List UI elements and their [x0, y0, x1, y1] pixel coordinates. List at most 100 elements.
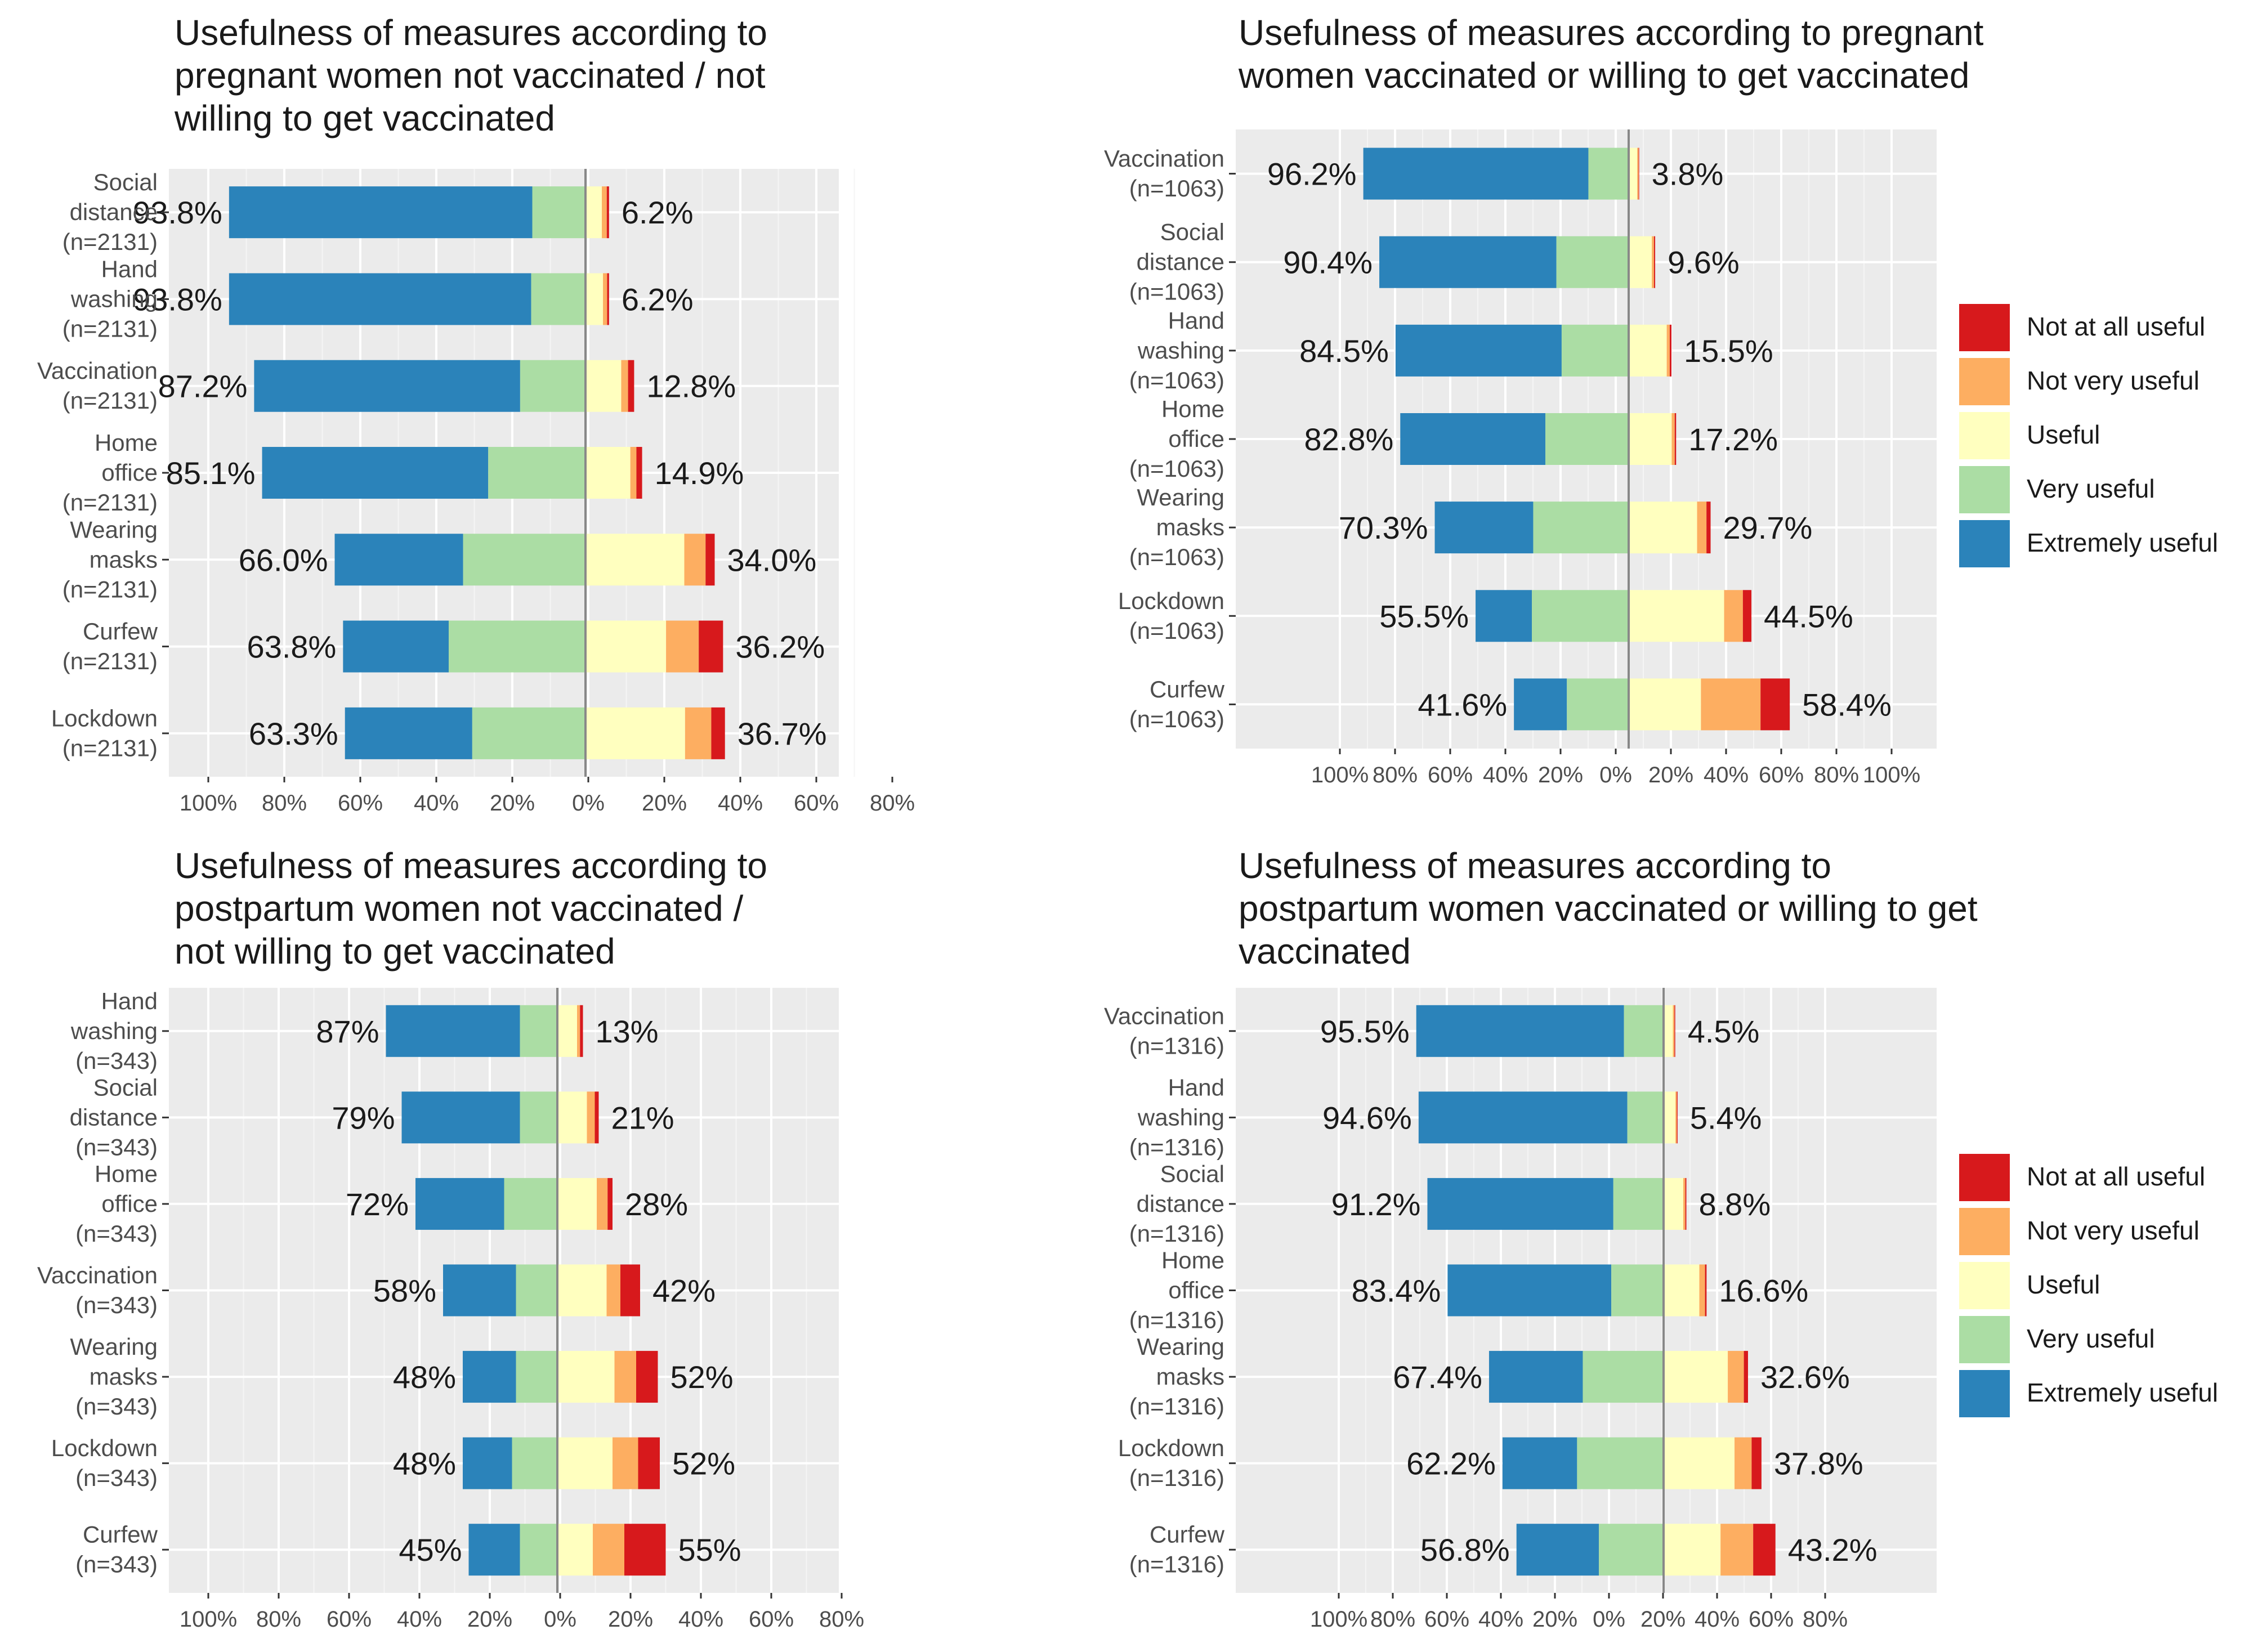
category-label: distance [1137, 1190, 1224, 1217]
bar-segment-not-at-all-useful [1705, 1264, 1707, 1317]
category-label: Hand [101, 256, 158, 282]
legend-swatch-not-very-useful [1959, 358, 2010, 405]
right-percentage-label: 34.0% [727, 542, 817, 577]
x-tick-label: 40% [1695, 1607, 1740, 1632]
legend-swatch-very-useful [1959, 1316, 2010, 1363]
bar-segment-useful [557, 1091, 587, 1144]
bar-segment-very-useful [1613, 1178, 1664, 1230]
bar-segment-extremely-useful [1416, 1005, 1624, 1057]
bar-segment-extremely-useful [1395, 324, 1562, 377]
bar-segment-very-useful [472, 707, 585, 759]
category-label: Vaccination [37, 1262, 158, 1288]
legend-label: Not very useful [2027, 1216, 2200, 1245]
bar-segment-not-at-all-useful [606, 186, 609, 239]
category-label: Home [95, 1161, 158, 1187]
category-label: (n=2131) [62, 648, 158, 674]
bar-segment-very-useful [449, 620, 585, 673]
left-percentage-label: 63.8% [247, 629, 337, 665]
bar-segment-not-very-useful [603, 273, 607, 325]
category-label: Wearing [1137, 484, 1224, 511]
category-label: distance [70, 199, 158, 225]
bar-segment-very-useful [520, 1091, 557, 1144]
bar-segment-extremely-useful [415, 1178, 504, 1230]
category-label: (n=343) [75, 1134, 158, 1160]
category-label: Lockdown [51, 705, 158, 731]
bar-segment-useful [1664, 1524, 1721, 1576]
right-percentage-label: 5.4% [1690, 1100, 1762, 1135]
right-percentage-label: 58.4% [1802, 687, 1892, 722]
x-tick-label: 40% [1704, 763, 1749, 787]
bar-segment-very-useful [516, 1351, 557, 1403]
x-tick-label: 80% [262, 791, 307, 816]
left-percentage-label: 95.5% [1320, 1014, 1410, 1049]
category-label: office [1168, 1277, 1224, 1304]
category-label: Wearing [1137, 1333, 1224, 1360]
x-tick-label: 80% [1373, 763, 1418, 787]
right-percentage-label: 16.6% [1719, 1273, 1808, 1309]
bar-segment-extremely-useful [1514, 678, 1567, 731]
bar-segment-useful [1664, 1005, 1673, 1057]
right-percentage-label: 17.2% [1688, 422, 1778, 457]
legend-2: Not at all useful Not very useful Useful Ve… [1959, 1154, 2218, 1417]
bar-segment-not-at-all-useful [607, 273, 609, 325]
legend-swatch-useful [1959, 412, 2010, 459]
category-label: Vaccination [37, 357, 158, 384]
x-tick-label: 80% [256, 1607, 301, 1632]
chart-title-line: postpartum women vaccinated or willing t… [1239, 888, 1978, 929]
chart-title-line: postpartum women not vaccinated / [175, 888, 744, 929]
category-label: Hand [1168, 1074, 1224, 1100]
x-tick-label: 40% [678, 1607, 723, 1632]
chart-panel-2: Usefulness of measures according to preg… [1104, 12, 1984, 787]
bar-segment-useful [557, 1178, 597, 1230]
legend-label: Not at all useful [2027, 1162, 2205, 1191]
bar-segment-not-at-all-useful [1751, 1437, 1762, 1489]
category-label: masks [1156, 1363, 1224, 1390]
left-percentage-label: 93.8% [133, 195, 222, 230]
category-label: (n=343) [75, 1465, 158, 1491]
bar-segment-not-at-all-useful [1670, 324, 1671, 377]
x-tick-label: 0% [1593, 1607, 1625, 1632]
bar-segment-not-very-useful [630, 447, 637, 499]
chart-title-line: women vaccinated or willing to get vacci… [1238, 55, 1969, 96]
left-percentage-label: 56.8% [1420, 1532, 1510, 1568]
x-tick-label: 60% [794, 791, 839, 816]
bar-segment-very-useful [1567, 678, 1629, 731]
legend-label: Extremely useful [2027, 1378, 2218, 1407]
category-label: distance [70, 1104, 158, 1130]
bar-segment-very-useful [531, 273, 585, 325]
bar-segment-not-very-useful [593, 1524, 624, 1576]
bar-segment-useful [585, 447, 631, 499]
x-tick-label: 40% [397, 1607, 442, 1632]
bar-segment-extremely-useful [262, 447, 489, 499]
bar-segment-not-very-useful [613, 1437, 638, 1489]
bar-segment-not-at-all-useful [1742, 590, 1752, 642]
category-label: (n=343) [75, 1393, 158, 1420]
bar-segment-not-very-useful [602, 186, 607, 239]
category-label: (n=343) [75, 1292, 158, 1318]
x-tick-label: 20% [1538, 763, 1583, 787]
bar-segment-very-useful [1532, 590, 1629, 642]
bar-segment-very-useful [1561, 324, 1629, 377]
chart-panel-4: Usefulness of measures according topostp… [1104, 845, 1978, 1632]
bar-segment-extremely-useful [345, 707, 472, 759]
bar-segment-useful [557, 1264, 607, 1317]
bar-segment-extremely-useful [1447, 1264, 1612, 1317]
bar-segment-extremely-useful [1427, 1178, 1613, 1230]
bar-segment-very-useful [532, 186, 585, 239]
bar-segment-useful [1629, 324, 1667, 377]
bar-segment-useful [557, 1351, 615, 1403]
bar-segment-extremely-useful [1379, 236, 1557, 288]
bar-segment-not-very-useful [666, 620, 699, 673]
x-tick-label: 20% [1648, 763, 1693, 787]
bar-segment-useful [1664, 1437, 1735, 1489]
bar-segment-very-useful [1599, 1524, 1664, 1576]
legend-label: Useful [2027, 420, 2100, 449]
category-label: Lockdown [1118, 1435, 1224, 1461]
category-label: (n=1316) [1129, 1551, 1224, 1578]
bar-segment-not-at-all-useful [1674, 1005, 1675, 1057]
bar-segment-not-very-useful [621, 360, 628, 412]
bar-segment-useful [585, 534, 685, 586]
bar-segment-not-very-useful [1675, 1091, 1677, 1144]
bar-segment-not-at-all-useful [636, 1351, 658, 1403]
left-percentage-label: 85.1% [166, 455, 256, 491]
